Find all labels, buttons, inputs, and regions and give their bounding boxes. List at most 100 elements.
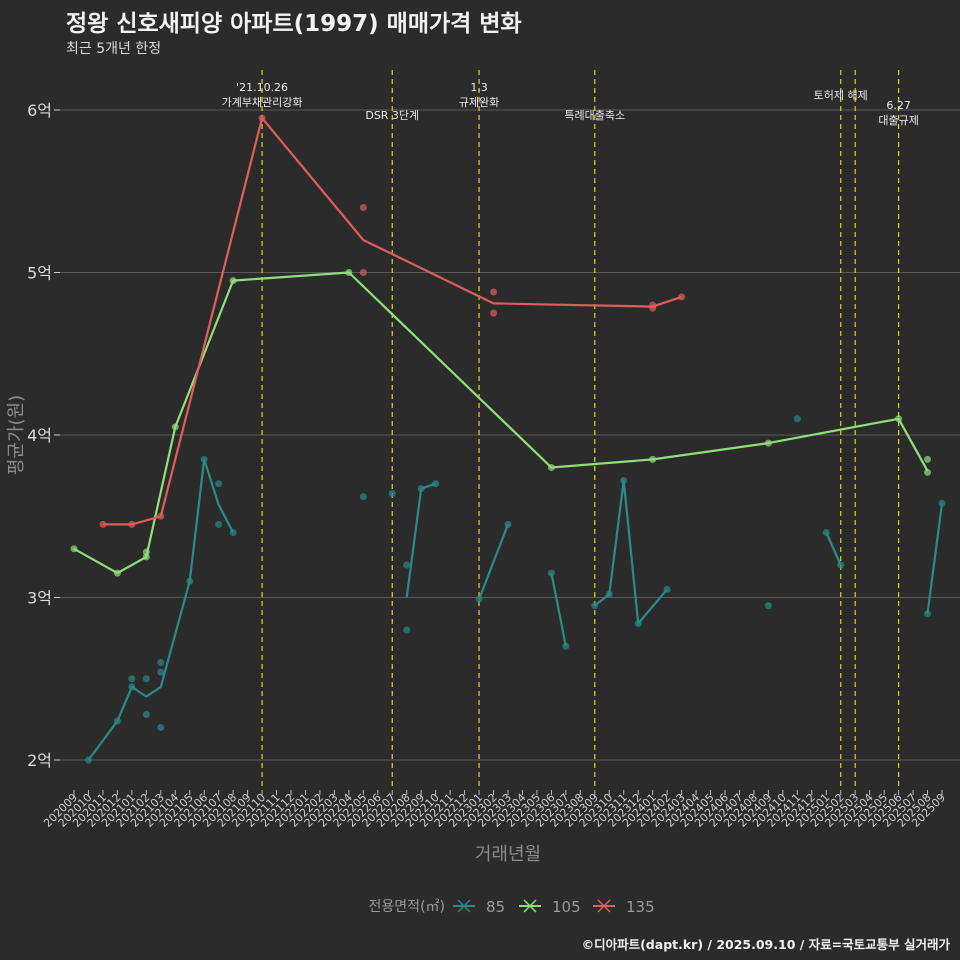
data-point-105 (924, 455, 932, 463)
data-point-85 (620, 477, 628, 484)
data-point-85 (634, 620, 642, 627)
x-axis-title: 거래년월 (475, 844, 541, 865)
data-point-85 (403, 626, 411, 634)
data-point-105 (547, 464, 555, 471)
event-label: 가계부채관리강화 (222, 96, 303, 109)
data-point-85 (591, 602, 599, 610)
series-line-85 (594, 479, 668, 625)
data-point-85 (504, 520, 512, 528)
series-line-85 (478, 524, 510, 600)
data-point-85 (215, 520, 223, 528)
data-point-105 (70, 545, 78, 553)
data-point-85 (403, 561, 411, 569)
event-label: 6.27 (886, 99, 911, 112)
data-point-85 (562, 642, 570, 650)
series-135 (99, 114, 686, 528)
grid-lines (60, 109, 960, 761)
data-point-135 (157, 512, 165, 520)
data-point-85 (229, 529, 237, 536)
data-point-105 (171, 423, 179, 431)
data-point-135 (258, 114, 266, 122)
data-point-85 (113, 717, 121, 725)
chart-title: 정왕 신호새피양 아파트(1997) 매매가격 변화 (66, 11, 522, 37)
data-point-85 (128, 675, 136, 683)
data-point-135 (359, 269, 367, 276)
data-point-105 (345, 269, 353, 276)
series-line-85 (87, 458, 235, 761)
legend-key-mark (523, 899, 537, 913)
data-point-105 (764, 439, 772, 447)
series-line-135 (102, 117, 682, 526)
data-point-105 (895, 415, 903, 423)
legend-label-105: 105 (552, 898, 581, 916)
data-point-85 (822, 529, 830, 536)
data-point-105 (924, 468, 932, 476)
chart-subtitle: 최근 5개년 한정 (66, 41, 162, 57)
series-line-105 (73, 271, 929, 575)
data-point-85 (215, 480, 223, 488)
data-point-85 (605, 590, 613, 598)
event-label: DSR 3단계 (365, 109, 419, 122)
y-tick-label: 5억 (27, 264, 52, 283)
series-85 (84, 415, 946, 764)
data-point-135 (490, 288, 498, 296)
y-tick-label: 4억 (27, 426, 52, 445)
y-axis-title: 평균가(원) (6, 395, 27, 475)
data-point-85 (663, 585, 671, 593)
data-point-85 (837, 561, 845, 569)
data-point-135 (678, 293, 686, 301)
data-point-85 (200, 455, 208, 463)
source-caption: ©디아파트(dapt.kr) / 2025.09.10 / 자료=국토교통부 실… (581, 937, 950, 952)
series-105 (70, 269, 932, 577)
data-point-85 (938, 499, 946, 507)
y-tick-label: 2억 (27, 751, 52, 770)
data-point-85 (157, 668, 165, 676)
data-point-85 (359, 493, 367, 501)
data-point-85 (157, 724, 165, 731)
y-tick-label: 3억 (27, 589, 52, 608)
series-line-85 (825, 532, 842, 566)
legend-key-mark (457, 899, 471, 913)
data-point-135 (128, 520, 136, 528)
data-point-85 (84, 756, 92, 764)
event-label: 규제완화 (459, 96, 499, 109)
series-line-85 (926, 503, 944, 614)
data-point-85 (417, 485, 425, 493)
legend-title: 전용면적(㎡) (369, 899, 445, 915)
y-tick-label: 6억 (27, 101, 52, 120)
data-point-85 (142, 711, 150, 718)
data-point-85 (186, 577, 194, 585)
series-line-85 (405, 482, 437, 598)
data-point-85 (793, 415, 801, 423)
legend-key-mark (597, 899, 611, 913)
data-point-85 (388, 490, 396, 497)
event-label: 대출규제 (878, 114, 918, 127)
data-point-85 (547, 569, 555, 577)
series-line-85 (550, 572, 567, 647)
data-point-105 (229, 277, 237, 285)
data-point-105 (113, 569, 121, 577)
legend-label-85: 85 (486, 898, 505, 916)
event-label: 1.3 (470, 81, 488, 94)
data-point-135 (649, 304, 657, 312)
data-series (70, 114, 946, 764)
data-point-135 (359, 204, 367, 211)
y-axis-ticks: 2억 3억 4억 5억 6억 (27, 101, 60, 770)
data-point-135 (490, 309, 498, 317)
event-label: 토허제 해제 (814, 88, 868, 102)
data-point-85 (764, 602, 772, 610)
data-point-85 (128, 683, 136, 691)
data-point-85 (432, 480, 440, 488)
event-label: '21.10.26 (236, 81, 288, 94)
legend: 전용면적(㎡) 85 105 135 (369, 898, 655, 916)
data-point-85 (475, 595, 483, 603)
data-point-105 (142, 548, 150, 556)
data-point-135 (99, 520, 107, 528)
data-point-85 (157, 659, 165, 666)
x-axis-ticks: 2020092020102020112020122021012021022021… (41, 790, 948, 830)
data-point-105 (142, 553, 150, 561)
data-point-85 (142, 675, 150, 683)
data-point-105 (649, 455, 657, 463)
